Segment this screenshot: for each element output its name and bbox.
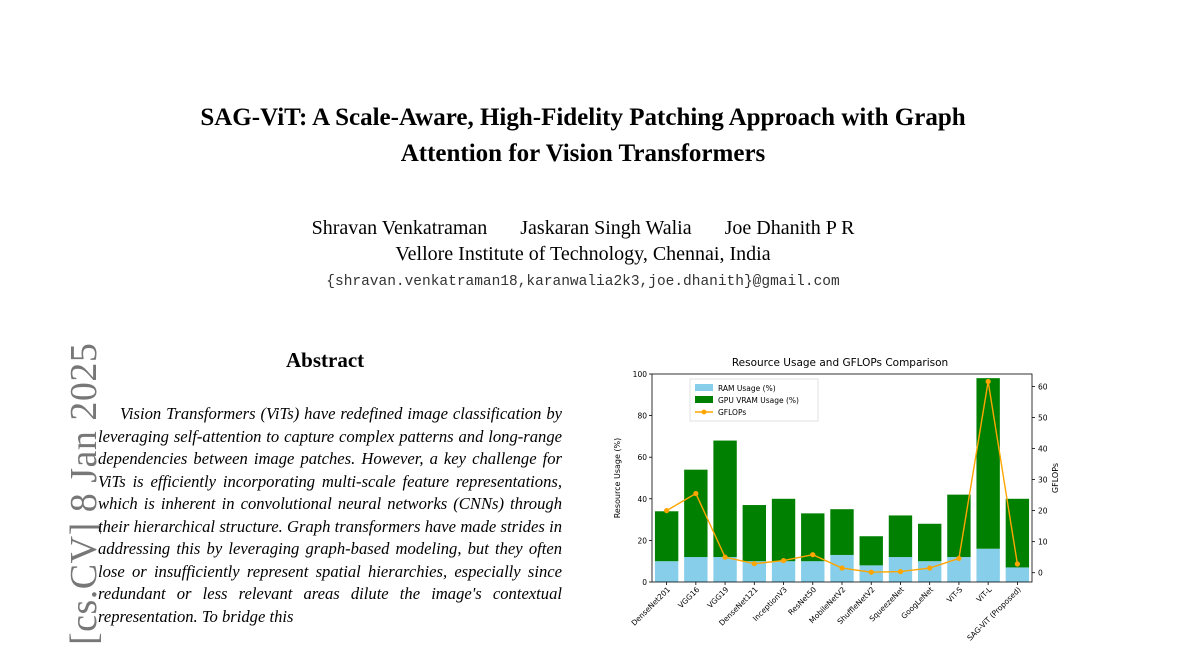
gpu-vram-usage-bar — [1005, 498, 1030, 568]
author-emails: {shravan.venkatraman18,karanwalia2k3,joe… — [326, 274, 840, 290]
gflops-point — [985, 378, 991, 385]
gflops-point — [868, 569, 874, 575]
resource-usage-chart: Resource Usage and GFLOPs Comparison Res… — [613, 357, 1060, 643]
gpu-vram-usage-bar — [742, 505, 766, 562]
gflops-point — [751, 561, 757, 567]
x-tick-label: SAG-ViT (Proposed) — [965, 585, 1023, 643]
ram-usage-bar — [713, 557, 737, 582]
y-tick-label: 100 — [633, 370, 648, 379]
y2-tick-label: 0 — [1038, 569, 1043, 578]
gflops-point — [927, 565, 933, 571]
paper-title-line-1: SAG-ViT: A Scale-Aware, High-Fidelity Pa… — [200, 104, 966, 131]
gpu-vram-usage-bar — [801, 513, 825, 562]
x-tick-label: VGG19 — [706, 585, 731, 610]
y2-tick-label: 50 — [1038, 413, 1048, 422]
x-tick-label: DenseNet201 — [629, 585, 672, 628]
abstract-text: Vision Transformers (ViTs) have redefine… — [98, 404, 562, 626]
gflops-point — [956, 555, 962, 562]
y2-tick-label: 40 — [1038, 445, 1048, 454]
affiliation: Vellore Institute of Technology, Chennai… — [395, 243, 771, 265]
y2-tick-label: 20 — [1038, 507, 1048, 516]
x-tick-label: VGG16 — [676, 585, 701, 610]
abstract-heading: Abstract — [286, 348, 365, 372]
chart-y2-axis-label: GFLOPs — [1051, 463, 1060, 493]
gpu-vram-usage-bar — [888, 515, 913, 558]
ram-usage-bar — [771, 561, 796, 582]
legend-label: GFLOPs — [718, 408, 746, 417]
gpu-vram-usage-bar — [713, 440, 737, 558]
y2-tick-label: 60 — [1038, 382, 1048, 391]
gflops-point — [722, 554, 728, 560]
gflops-point — [780, 557, 787, 564]
y-tick-label: 0 — [642, 578, 647, 587]
legend-marker — [701, 409, 707, 415]
ram-usage-bar — [1005, 567, 1030, 582]
gflops-point — [1014, 561, 1020, 567]
chart-title: Resource Usage and GFLOPs Comparison — [732, 357, 948, 369]
ram-usage-bar — [947, 557, 971, 582]
y-tick-label: 80 — [637, 412, 647, 421]
ram-usage-bar — [684, 557, 708, 582]
ram-usage-bar — [801, 561, 825, 582]
paper-title-line-2: Attention for Vision Transformers — [400, 140, 766, 167]
resource-usage-figure: Resource Usage and GFLOPs Comparison Res… — [600, 350, 1080, 648]
gpu-vram-usage-bar — [947, 494, 971, 558]
y2-tick-label: 30 — [1038, 476, 1048, 485]
paper-title: SAG-ViT: A Scale-Aware, High-Fidelity Pa… — [0, 100, 1166, 172]
ram-usage-bar — [742, 561, 766, 582]
gflops-point — [897, 569, 904, 575]
author-name: Jaskaran Singh Walia — [520, 217, 692, 239]
gpu-vram-usage-bar — [976, 378, 1000, 549]
y2-tick-label: 10 — [1038, 538, 1048, 547]
legend-label: GPU VRAM Usage (%) — [718, 396, 799, 405]
y-tick-label: 40 — [637, 495, 647, 504]
gpu-vram-usage-bar — [830, 509, 854, 555]
y-tick-label: 20 — [637, 536, 647, 545]
gpu-vram-usage-bar — [684, 469, 708, 558]
gpu-vram-usage-bar — [859, 536, 883, 566]
ram-usage-bar — [918, 561, 942, 582]
legend-label: RAM Usage (%) — [718, 384, 776, 393]
gflops-point — [693, 490, 699, 497]
author-list: Shravan Venkatraman Jaskaran Singh Walia… — [0, 215, 1166, 241]
legend-swatch — [695, 384, 713, 391]
gpu-vram-usage-bar — [654, 511, 679, 562]
gpu-vram-usage-bar — [918, 523, 942, 562]
ram-usage-bar — [654, 561, 679, 582]
gpu-vram-usage-bar — [771, 498, 796, 562]
chart-y-axis-label: Resource Usage (%) — [613, 438, 622, 519]
x-tick-label: ViT-L — [975, 584, 995, 604]
ram-usage-bar — [976, 548, 1000, 582]
author-name: Shravan Venkatraman — [311, 217, 488, 239]
gflops-point — [664, 507, 670, 514]
gflops-point — [839, 565, 845, 571]
y-tick-label: 60 — [637, 453, 647, 462]
legend-swatch — [695, 396, 713, 403]
x-tick-label: ViT-S — [945, 585, 965, 605]
author-name: Joe Dhanith P R — [724, 217, 855, 239]
gflops-point — [810, 552, 816, 558]
